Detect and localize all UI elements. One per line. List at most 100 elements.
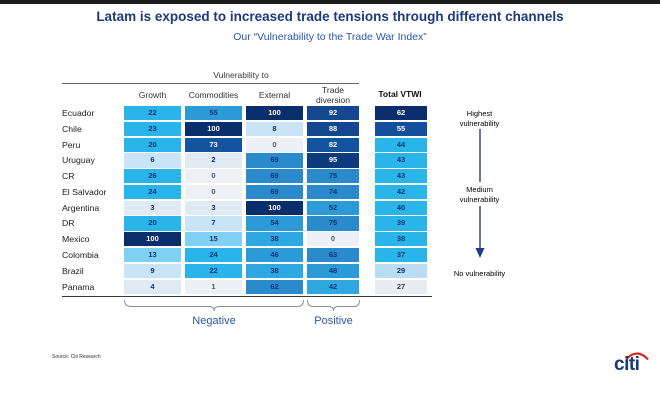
column-spacer: [363, 169, 371, 183]
heatmap-cell: 26: [124, 169, 181, 184]
column-spacer: [363, 248, 371, 262]
row-label: Panama: [62, 281, 95, 292]
row-label: El Salvador: [62, 186, 107, 197]
heatmap-cell: 4: [124, 279, 181, 294]
slide-subtitle: Our “Vulnerability to the Trade War Inde…: [233, 31, 427, 43]
positive-group-label: Positive: [314, 315, 353, 327]
heatmap-cell: 3: [185, 200, 242, 215]
heatmap-cell: 52: [307, 200, 359, 215]
heatmap-cell: 100: [246, 106, 303, 121]
citi-logo-text: citi: [614, 354, 640, 375]
vulnerability-scale-arrow-icon: [475, 129, 485, 258]
source-note: Source: Citi Research: [52, 354, 101, 360]
heatmap-cell: 22: [185, 263, 242, 278]
column-spacer: [363, 138, 371, 152]
total-vtwi-cell: 55: [375, 121, 427, 136]
row-label: CR: [62, 171, 75, 182]
heatmap-cell: 9: [124, 263, 181, 278]
heatmap-cell: 6: [124, 153, 181, 168]
heatmap-cell: 7: [185, 216, 242, 231]
heatmap-cell: 75: [307, 169, 359, 184]
column-header-commodities: Commodities: [188, 90, 239, 100]
heatmap-cell: 20: [124, 137, 181, 152]
column-spacer: [363, 153, 371, 167]
slide-title: Latam is exposed to increased trade tens…: [96, 9, 564, 24]
legend-no-vulnerability: No vulnerability: [453, 269, 506, 278]
row-label: Brazil: [62, 265, 84, 276]
table-bottom-rule: [62, 296, 432, 297]
heatmap-cell: 3: [124, 200, 181, 215]
heatmap-cell: 38: [246, 232, 303, 247]
group-header-underline: [62, 83, 359, 84]
total-vtwi-cell: 38: [375, 232, 427, 247]
heatmap-cell: 20: [124, 216, 181, 231]
heatmap-cell: 2: [185, 153, 242, 168]
negative-brace: [124, 300, 304, 312]
column-spacer: [363, 185, 371, 199]
heatmap-cell: 82: [307, 137, 359, 152]
heatmap-cell: 24: [185, 248, 242, 263]
heatmap-cell: 62: [246, 279, 303, 294]
heatmap-cell: 8: [246, 121, 303, 136]
heatmap-cell: 100: [246, 200, 303, 215]
column-spacer: [363, 122, 371, 136]
positive-brace: [307, 300, 360, 312]
column-spacer: [363, 106, 371, 120]
heatmap-cell: 0: [185, 184, 242, 200]
heatmap-cell: 73: [185, 137, 242, 152]
heatmap-cell: 100: [185, 121, 242, 136]
total-vtwi-cell: 42: [375, 184, 427, 200]
heatmap-cell: 22: [124, 106, 181, 121]
row-label: Colombia: [62, 250, 99, 261]
row-label: Uruguay: [62, 155, 95, 166]
legend-highest-vulnerability: Highest vulnerability: [459, 109, 500, 128]
heatmap-cell: 0: [185, 169, 242, 184]
row-label: DR: [62, 218, 75, 229]
heatmap-cell: 0: [307, 232, 359, 247]
negative-group-label: Negative: [192, 315, 236, 327]
heatmap-cell: 0: [246, 137, 303, 152]
column-spacer: [363, 232, 371, 246]
total-vtwi-cell: 43: [375, 169, 427, 184]
column-header-growth: Growth: [138, 90, 167, 100]
column-header-external: External: [258, 90, 291, 100]
row-label: Argentina: [62, 202, 100, 213]
legend-medium-vulnerability: Medium vulnerability: [459, 185, 500, 204]
heatmap-cell: 54: [246, 216, 303, 231]
column-header-trade-diversion: Trade diversion: [315, 85, 351, 105]
heatmap-cell: 23: [124, 121, 181, 136]
row-label: Chile: [62, 123, 82, 134]
total-vtwi-cell: 62: [375, 106, 427, 121]
total-vtwi-cell: 27: [375, 279, 427, 294]
heatmap-cell: 48: [307, 263, 359, 278]
column-spacer: [363, 264, 371, 278]
total-vtwi-cell: 44: [375, 137, 427, 152]
heatmap-cell: 95: [307, 153, 359, 168]
total-vtwi-cell: 39: [375, 216, 427, 231]
column-header-total-vtwi: Total VTWI: [378, 89, 422, 99]
heatmap-cell: 24: [124, 184, 181, 200]
citi-logo: citi: [612, 350, 654, 378]
heatmap-cell: 88: [307, 121, 359, 136]
heatmap-cell: 63: [307, 248, 359, 263]
column-spacer: [363, 216, 371, 230]
heatmap-cell: 75: [307, 216, 359, 231]
heatmap-cell: 69: [246, 184, 303, 200]
row-label: Peru: [62, 139, 81, 150]
column-spacer: [363, 280, 371, 294]
heatmap-cell: 38: [246, 263, 303, 278]
heatmap-table: Ecuador 22 55 100 92 62 Chile 23 100 8 88 55 Peru 20 7…: [62, 106, 427, 294]
heatmap-cell: 1: [185, 279, 242, 294]
row-label: Mexico: [62, 234, 90, 245]
heatmap-cell: 55: [185, 106, 242, 121]
heatmap-cell: 13: [124, 248, 181, 263]
heatmap-cell: 100: [124, 232, 181, 247]
top-border-bar: [0, 0, 660, 4]
heatmap-cell: 46: [246, 248, 303, 263]
total-vtwi-cell: 43: [375, 153, 427, 168]
heatmap-cell: 69: [246, 153, 303, 168]
column-group-header: Vulnerability to: [213, 70, 269, 80]
total-vtwi-cell: 40: [375, 200, 427, 215]
heatmap-cell: 15: [185, 232, 242, 247]
total-vtwi-cell: 37: [375, 248, 427, 263]
